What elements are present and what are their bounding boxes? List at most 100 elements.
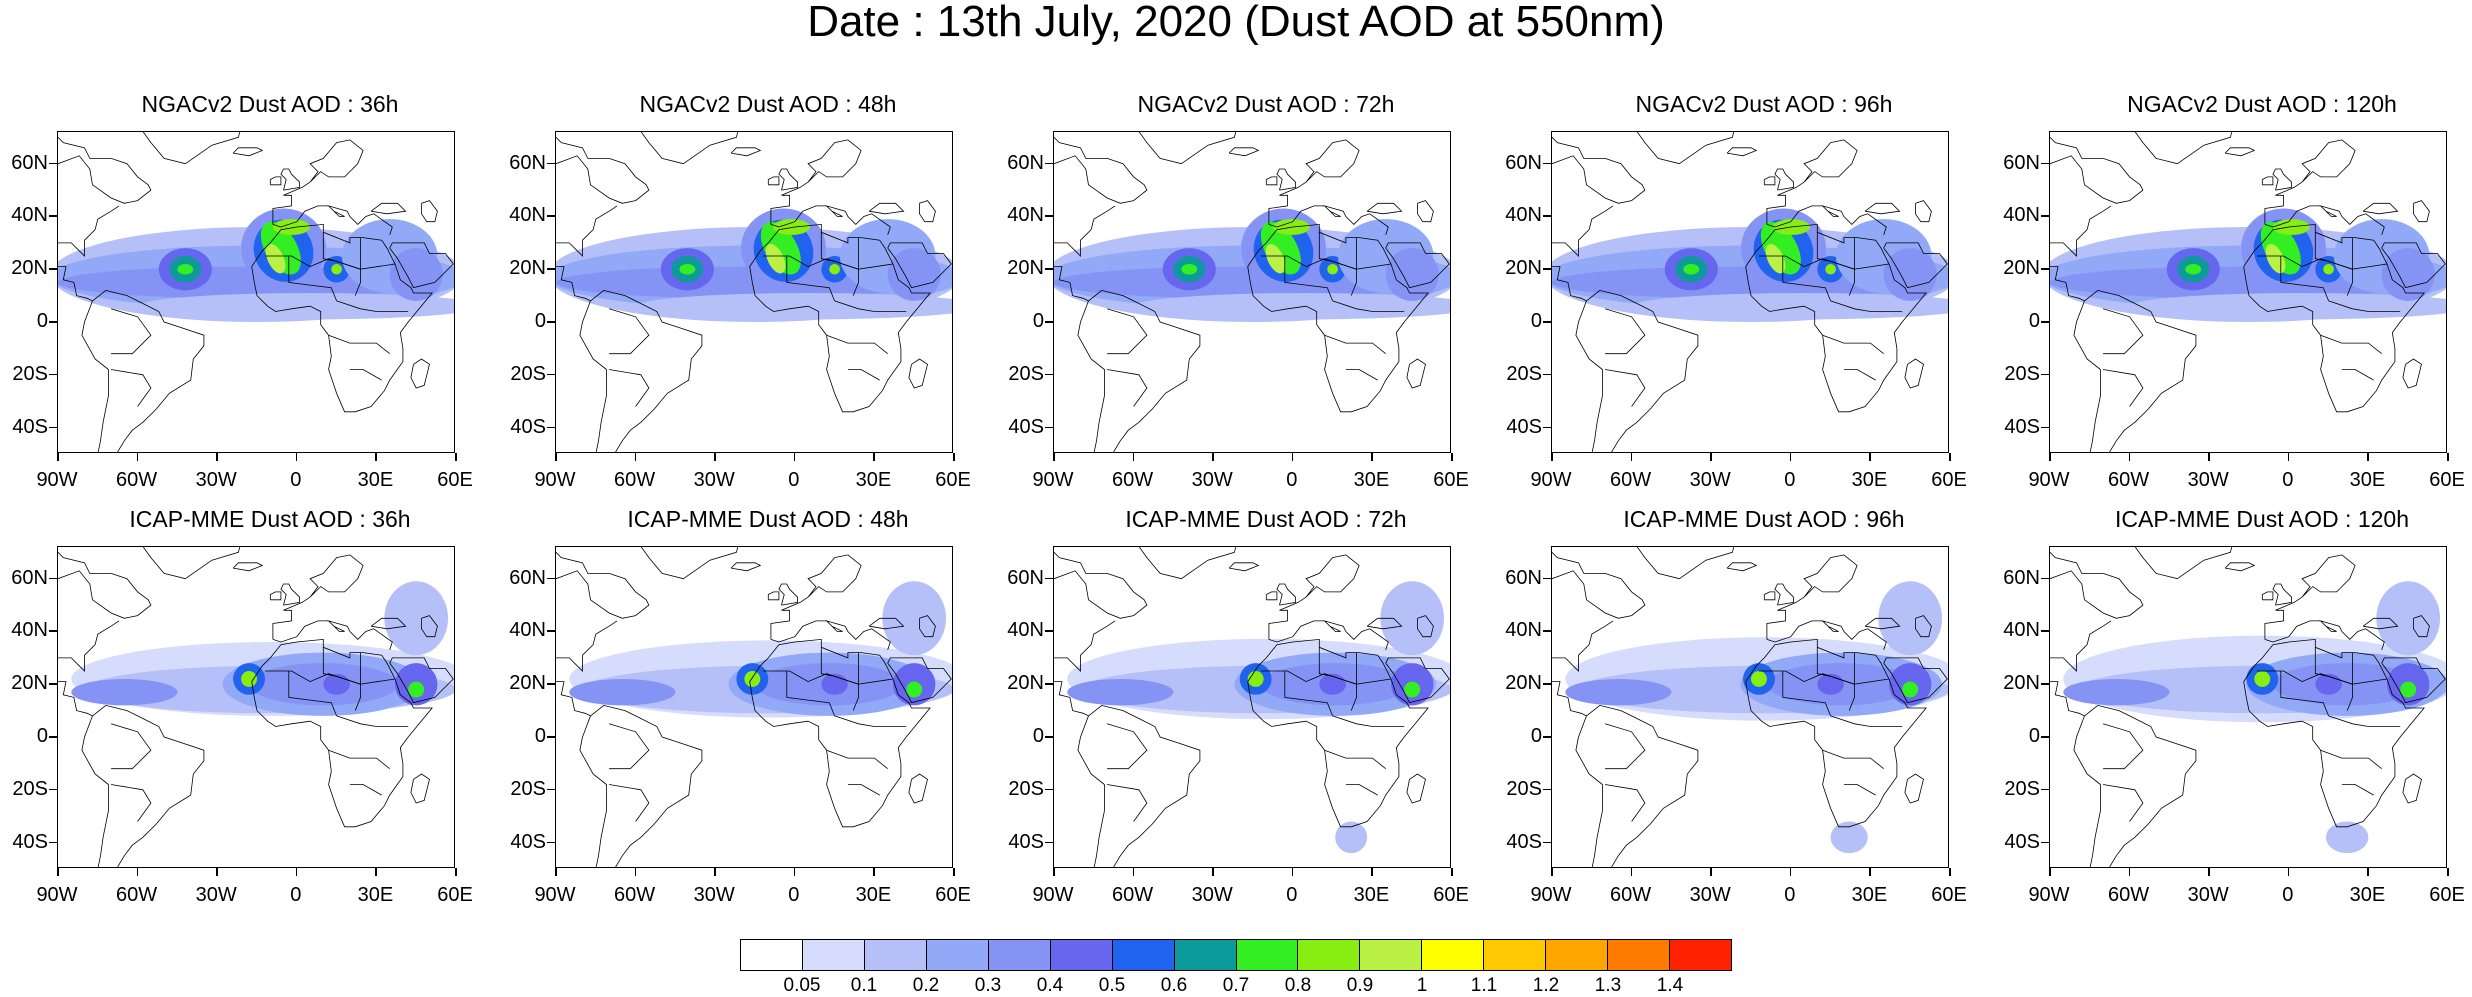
coastline	[251, 638, 433, 828]
coastline	[1604, 723, 1646, 770]
lon-label: 30W	[1191, 469, 1233, 491]
lat-tick	[1543, 426, 1551, 429]
lon-label: 60W	[614, 469, 656, 491]
lon-tick	[2049, 453, 2051, 461]
lat-tick	[49, 577, 57, 580]
lon-label: 60W	[1112, 469, 1154, 491]
lat-label: 0	[1530, 725, 1542, 748]
aod-layer	[1054, 208, 1450, 323]
coastline	[272, 554, 364, 640]
coastline	[609, 784, 650, 822]
colorbar-swatch	[1360, 940, 1423, 970]
coastline	[1726, 562, 1758, 572]
lat-tick	[1543, 683, 1551, 685]
coastline	[2272, 583, 2292, 606]
coastline	[1054, 620, 1116, 672]
coastline	[767, 591, 780, 601]
lat-tick	[2041, 321, 2049, 323]
lon-tick	[295, 453, 298, 461]
map-panel-ngacv2-72h: NGACv2 Dust AOD : 72h 60N 40N 20N 0 20S 40S 90W…	[996, 0, 1469, 490]
lat-label: 40N	[509, 619, 546, 642]
map-frame	[555, 131, 953, 453]
map-plot	[58, 132, 454, 452]
coastline	[110, 308, 152, 355]
coastline	[1385, 657, 1450, 704]
lat-label: 60N	[1505, 566, 1542, 589]
panel-title: ICAP-MME Dust AOD : 36h	[129, 506, 411, 532]
coastline	[1726, 147, 1758, 157]
lon-label: 30W	[1191, 884, 1233, 906]
panel-title: NGACv2 Dust AOD : 96h	[1635, 91, 1893, 117]
coastline	[2224, 562, 2256, 572]
aod-field	[1335, 821, 1368, 854]
coastline	[288, 671, 337, 717]
lon-tick	[57, 453, 59, 461]
panel-title: ICAP-MME Dust AOD : 48h	[627, 506, 909, 532]
lat-label: 40S	[1506, 830, 1542, 853]
coastline	[2362, 202, 2399, 215]
colorbar-label: 0.05	[783, 975, 821, 996]
colorbar-label: 1.3	[1594, 975, 1622, 996]
lat-tick	[2041, 630, 2049, 632]
lat-tick	[1543, 373, 1551, 376]
coastline	[749, 223, 931, 413]
lon-tick	[216, 868, 218, 876]
lat-label: 20N	[509, 672, 546, 695]
coastline	[1356, 652, 1392, 685]
lon-label: 90W	[1530, 884, 1572, 906]
lat-tick	[49, 426, 57, 429]
coastline	[2413, 200, 2430, 223]
lon-tick	[2208, 868, 2210, 876]
aod-field	[408, 681, 425, 698]
coastline	[2050, 137, 2144, 204]
lat-tick	[1045, 630, 1053, 632]
coastline	[2073, 289, 2197, 452]
lon-label: 30E	[1851, 469, 1888, 491]
coastline	[110, 723, 152, 770]
lat-tick	[1045, 268, 1053, 270]
lat-label: 40S	[510, 830, 546, 853]
lon-label: 0	[1286, 469, 1298, 491]
coastline	[280, 583, 300, 606]
colorbar-swatch	[1484, 940, 1547, 970]
coastline	[2341, 784, 2374, 796]
coastline	[58, 552, 152, 619]
lat-tick	[2041, 736, 2049, 738]
coastline	[360, 652, 396, 685]
coastline	[421, 615, 438, 638]
coastline	[272, 139, 364, 225]
coastline	[1268, 620, 1389, 651]
coastline	[2314, 232, 2353, 270]
lon-tick	[1710, 453, 1712, 461]
colorbar-label: 0.8	[1284, 975, 1312, 996]
coastline	[919, 615, 936, 638]
aod-field	[2323, 263, 2334, 275]
lon-tick	[2128, 868, 2131, 876]
aod-field	[829, 263, 840, 275]
lat-label: 20N	[11, 257, 48, 280]
lon-label: 30W	[1689, 469, 1731, 491]
coastline	[2341, 369, 2374, 381]
lat-tick	[547, 683, 555, 685]
lon-tick	[2367, 453, 2369, 461]
map-plot	[58, 547, 454, 867]
map-panel-ngacv2-48h: NGACv2 Dust AOD : 48h 60N 40N 20N 0 20S 40S 90W…	[498, 0, 971, 490]
lon-tick	[555, 868, 557, 876]
lon-tick	[953, 453, 955, 461]
colorbar-swatch	[1236, 940, 1299, 970]
coastline	[887, 657, 952, 704]
map-plot	[556, 132, 952, 452]
lat-tick	[1543, 788, 1551, 791]
panel-title: NGACv2 Dust AOD : 36h	[141, 91, 399, 117]
lat-label: 20N	[1007, 672, 1044, 695]
coastline	[1318, 647, 1357, 685]
lat-label: 20N	[509, 257, 546, 280]
lon-label: 60E	[1931, 469, 1967, 491]
map-panel-icap-mme-36h: ICAP-MME Dust AOD : 36h 60N 40N 20N 0 20S 40S 9…	[0, 415, 473, 905]
lon-label: 90W	[2028, 884, 2070, 906]
aod-field	[569, 678, 676, 706]
coastline	[1228, 147, 1260, 157]
aod-field	[1385, 248, 1439, 301]
lon-tick	[953, 868, 955, 876]
coastline	[847, 369, 880, 381]
